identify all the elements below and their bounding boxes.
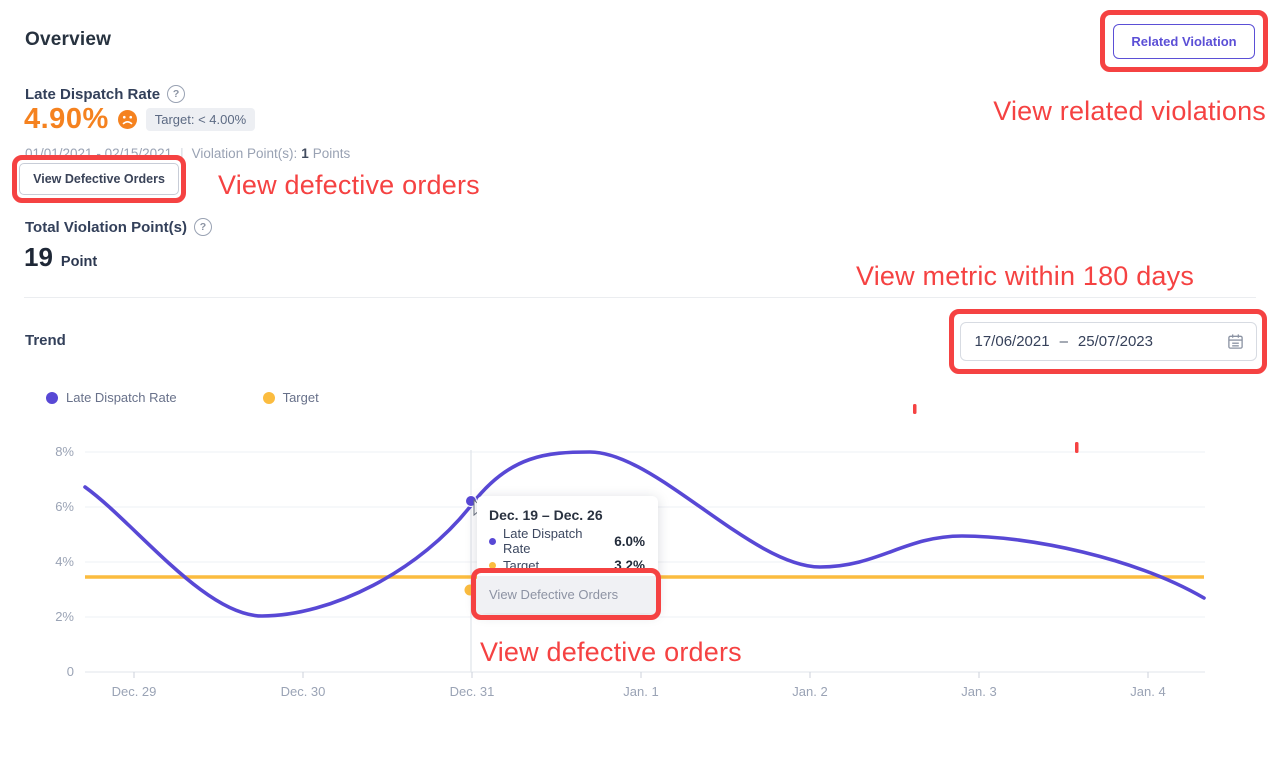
tooltip-row-label: Late Dispatch Rate <box>503 526 583 556</box>
date-range-end[interactable]: 25/07/2023 <box>1077 333 1153 350</box>
annotation-box-related-violation: Related Violation <box>1100 10 1268 72</box>
meta-separator: | <box>180 146 184 161</box>
x-tick-label: Dec. 31 <box>449 684 495 699</box>
total-violation-value-row: 19 Point <box>24 242 97 273</box>
tooltip-row-value: 6.0% <box>614 533 645 549</box>
metric-value-row: 4.90% Target: < 4.00% <box>24 103 256 136</box>
tooltip-row-label: Target <box>503 557 540 573</box>
red-dash-artifact <box>1075 442 1079 453</box>
x-tick-label: Dec. 29 <box>111 684 157 699</box>
chart-legend: Late Dispatch Rate Target <box>46 390 319 405</box>
tooltip-dot-orange-icon <box>489 561 496 569</box>
metric-label: Late Dispatch Rate <box>25 85 161 103</box>
tooltip-row-late-dispatch-rate: Late Dispatch Rate 6.0% <box>477 526 658 556</box>
annotation-view-related-violations: View related violations <box>993 96 1266 126</box>
y-tick-label: 0 <box>66 664 74 679</box>
legend-dot-purple-icon <box>46 391 58 404</box>
annotation-box-date-range: 17/06/2021 – 25/07/2023 <box>949 309 1267 374</box>
x-tick-label: Jan. 4 <box>1130 684 1166 699</box>
legend-label: Late Dispatch Rate <box>66 390 177 405</box>
x-tick-label: Jan. 2 <box>792 684 828 699</box>
tooltip-row-target: Target 3.2% <box>477 553 658 577</box>
highlighted-point-dot <box>465 495 477 507</box>
date-range-picker[interactable]: 17/06/2021 – 25/07/2023 <box>959 322 1257 361</box>
total-violation-unit: Point <box>60 254 98 270</box>
metric-label-row: Late Dispatch Rate ? <box>25 85 186 103</box>
tooltip-view-defective-orders-link[interactable]: View Defective Orders <box>477 576 658 613</box>
metric-value: 4.90% <box>24 103 109 135</box>
y-tick-label: 8% <box>55 444 74 459</box>
x-tick-label: Dec. 30 <box>280 684 326 699</box>
total-violation-label-row: Total Violation Point(s) ? <box>25 218 212 236</box>
y-tick-label: 4% <box>55 554 74 569</box>
total-violation-value: 19 <box>24 242 53 272</box>
date-range-start[interactable]: 17/06/2021 <box>974 333 1050 350</box>
target-badge: Target: < 4.00% <box>145 108 256 131</box>
x-tick-label: Jan. 3 <box>961 684 997 699</box>
target-point-dot <box>464 584 476 596</box>
calendar-icon[interactable] <box>1227 333 1244 350</box>
annotation-box-view-defective-orders: View Defective Orders <box>12 155 186 203</box>
x-tick-label: Jan. 1 <box>623 684 659 699</box>
metric-date-range: 01/01/2021 - 02/15/2021 <box>25 146 173 161</box>
view-defective-orders-button[interactable]: View Defective Orders <box>19 163 179 195</box>
date-range-separator: – <box>1059 333 1068 350</box>
annotation-view-metric-180-days: View metric within 180 days <box>856 261 1195 291</box>
page-title: Overview <box>25 29 112 50</box>
help-icon[interactable]: ? <box>193 218 212 236</box>
annotation-view-defective-orders-top: View defective orders <box>218 170 480 200</box>
annotation-view-defective-orders-chart: View defective orders <box>480 637 742 667</box>
chart-tooltip: Dec. 19 – Dec. 26 Late Dispatch Rate 6.0… <box>477 496 658 613</box>
tooltip-period: Dec. 19 – Dec. 26 <box>489 507 603 523</box>
total-violation-label: Total Violation Point(s) <box>25 218 187 236</box>
trend-title: Trend <box>25 332 66 349</box>
tooltip-dot-purple-icon <box>489 537 496 545</box>
red-dash-artifact <box>913 404 917 414</box>
metric-meta-row: 01/01/2021 - 02/15/2021 | Violation Poin… <box>25 146 350 161</box>
sad-face-icon <box>117 110 137 129</box>
legend-dot-orange-icon <box>262 391 275 404</box>
legend-item-late-dispatch-rate[interactable]: Late Dispatch Rate <box>46 390 177 405</box>
violation-points-unit: Points <box>312 146 351 161</box>
y-tick-label: 6% <box>55 499 74 514</box>
legend-item-target[interactable]: Target <box>262 390 319 405</box>
violation-points-label: Violation Point(s): <box>191 146 298 161</box>
trend-label: Trend <box>25 332 66 349</box>
help-icon[interactable]: ? <box>167 85 186 103</box>
violation-points-value: 1 <box>301 146 309 161</box>
legend-label: Target <box>282 390 319 405</box>
chart-axis-ticks <box>133 672 1149 678</box>
related-violation-button[interactable]: Related Violation <box>1113 23 1255 59</box>
y-tick-label: 2% <box>55 609 74 624</box>
section-divider <box>24 297 1256 298</box>
tooltip-row-value: 3.2% <box>614 557 645 573</box>
